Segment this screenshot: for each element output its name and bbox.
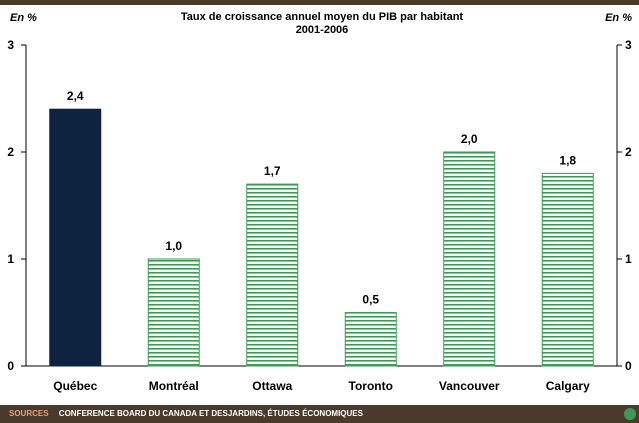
data-label: 0,5 bbox=[362, 293, 379, 307]
y-tick-label-left: 0 bbox=[7, 359, 14, 373]
bar-ottawa bbox=[246, 183, 299, 367]
chart-subtitle: 2001-2006 bbox=[296, 24, 349, 36]
data-label: 1,8 bbox=[559, 153, 576, 167]
bar-toronto bbox=[344, 312, 397, 367]
data-label: 2,4 bbox=[67, 89, 84, 103]
data-label: 1,7 bbox=[264, 164, 281, 178]
x-tick-label: Vancouver bbox=[439, 379, 500, 393]
bar-quebec bbox=[49, 108, 102, 367]
sources-text: CONFERENCE BOARD DU CANADA ET DESJARDINS… bbox=[58, 409, 363, 418]
data-label: 1,0 bbox=[165, 239, 182, 253]
y-ticks-right: 0 1 2 3 bbox=[617, 38, 632, 373]
bar-calgary bbox=[541, 172, 594, 367]
y-axis-unit-right: En % bbox=[605, 12, 632, 24]
logo-icon bbox=[624, 408, 636, 420]
y-axis-unit-left: En % bbox=[10, 12, 37, 24]
y-tick-label-right: 0 bbox=[625, 359, 632, 373]
y-tick-label-right: 3 bbox=[625, 38, 632, 52]
chart-title: Taux de croissance annuel moyen du PIB p… bbox=[181, 11, 464, 23]
x-tick-label: Montréal bbox=[149, 379, 199, 393]
y-tick-label-left: 1 bbox=[7, 252, 14, 266]
bar-chart: Taux de croissance annuel moyen du PIB p… bbox=[0, 0, 639, 393]
bar-montreal bbox=[147, 258, 200, 367]
y-tick-label-right: 1 bbox=[625, 252, 632, 266]
x-tick-label: Québec bbox=[53, 379, 97, 393]
y-tick-label-left: 2 bbox=[7, 145, 14, 159]
y-tick-label-right: 2 bbox=[625, 145, 632, 159]
category-labels: Québec Montréal Ottawa Toronto Vancouver Calg… bbox=[53, 379, 590, 393]
bar-vancouver bbox=[443, 151, 496, 367]
x-tick-label: Toronto bbox=[349, 379, 393, 393]
bars bbox=[49, 108, 594, 367]
data-labels: 2,4 1,0 1,7 0,5 2,0 1,8 bbox=[67, 89, 577, 306]
x-tick-label: Calgary bbox=[546, 379, 590, 393]
top-rule bbox=[0, 0, 639, 5]
y-tick-label-left: 3 bbox=[7, 38, 14, 52]
data-label: 2,0 bbox=[461, 132, 478, 146]
sources-footer: SOURCES CONFERENCE BOARD DU CANADA ET DE… bbox=[0, 405, 639, 423]
y-ticks-left: 0 1 2 3 bbox=[7, 38, 26, 373]
x-tick-label: Ottawa bbox=[252, 379, 292, 393]
sources-label: SOURCES bbox=[9, 409, 49, 418]
